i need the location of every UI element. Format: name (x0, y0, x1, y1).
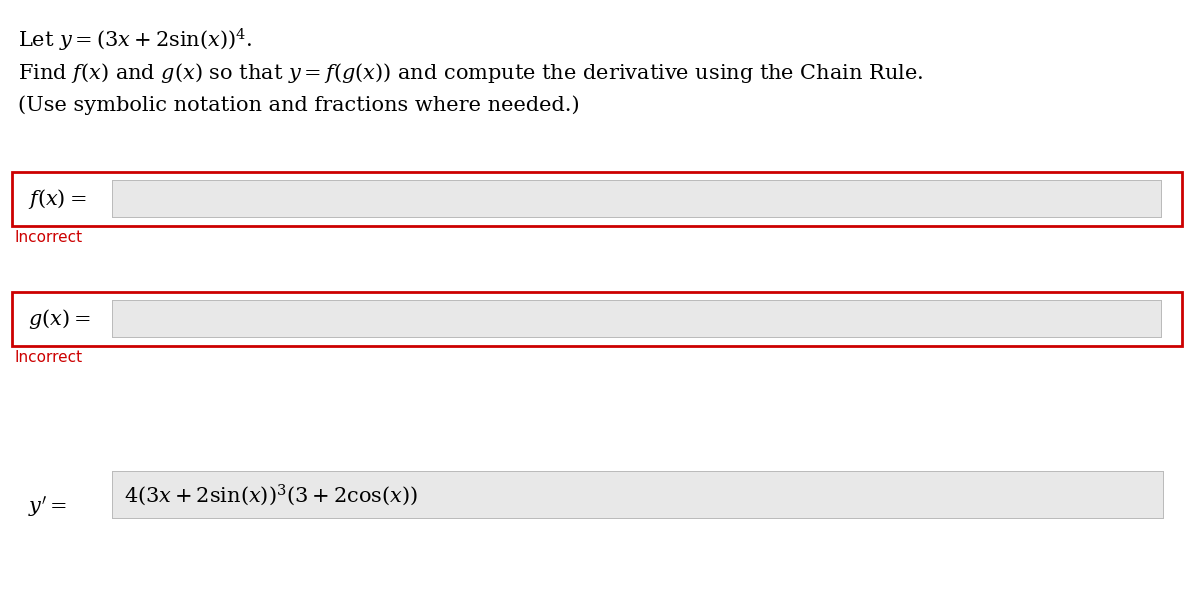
Text: Incorrect: Incorrect (14, 350, 82, 365)
Bar (113, 472, 1163, 518)
Text: $g(x) =$: $g(x) =$ (28, 307, 91, 331)
Text: $y' =$: $y' =$ (28, 495, 67, 520)
Text: Find $f(x)$ and $g(x)$ so that $y = f(g(x))$ and compute the derivative using th: Find $f(x)$ and $g(x)$ so that $y = f(g(… (18, 61, 924, 85)
Bar (112, 300, 1162, 338)
Bar (12, 292, 1182, 346)
Bar (12, 172, 1182, 226)
Text: Incorrect: Incorrect (14, 230, 82, 245)
Bar (112, 180, 1162, 218)
Text: $f(x) =$: $f(x) =$ (28, 187, 86, 211)
Text: Let $y = (3x + 2\sin(x))^4$.: Let $y = (3x + 2\sin(x))^4$. (18, 27, 252, 54)
Text: $4(3x+2\sin(x))^3(3+2\cos(x))$: $4(3x+2\sin(x))^3(3+2\cos(x))$ (124, 482, 418, 508)
Bar (113, 301, 1162, 337)
Text: (Use symbolic notation and fractions where needed.): (Use symbolic notation and fractions whe… (18, 95, 580, 115)
Bar (113, 181, 1162, 217)
Bar (112, 471, 1164, 519)
